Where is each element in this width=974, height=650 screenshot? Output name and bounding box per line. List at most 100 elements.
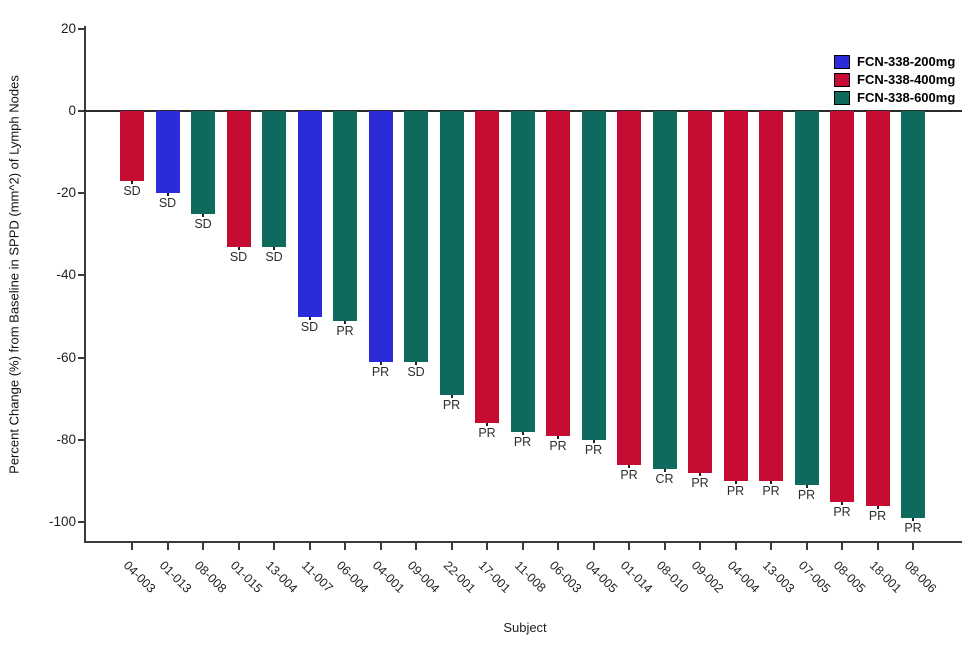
- bar-22-001: [439, 111, 464, 395]
- y-axis-title: Percent Change (%) from Baseline in SPPD…: [6, 75, 22, 474]
- y-tick-label: -100: [48, 514, 76, 529]
- bar-04-005: [581, 111, 606, 440]
- bar-04-003: [120, 111, 144, 181]
- x-tick: [912, 543, 914, 550]
- response-label: PR: [620, 467, 638, 482]
- bar-04-004: [723, 111, 748, 481]
- response-label: PR: [336, 323, 354, 338]
- y-tick: [78, 192, 84, 195]
- legend-label: FCN-338-200mg: [857, 54, 956, 69]
- x-tick: [237, 543, 240, 550]
- bar-11-007: [297, 111, 322, 317]
- bar-base-tick: [663, 468, 666, 472]
- bar-13-003: [759, 111, 783, 481]
- bar-08-006: [901, 111, 925, 518]
- legend-swatch: [834, 55, 850, 69]
- legend-label: FCN-338-400mg: [857, 72, 956, 87]
- bar-base-tick: [415, 361, 417, 365]
- legend-label: FCN-338-600mg: [857, 90, 956, 105]
- response-label: PR: [833, 504, 851, 519]
- y-tick-label: -20: [56, 185, 76, 201]
- response-label: CR: [655, 471, 674, 486]
- x-tick: [805, 543, 808, 550]
- y-tick-label: 20: [60, 20, 76, 36]
- y-tick-label: -80: [56, 431, 76, 447]
- x-tick-label: 01-014: [617, 558, 656, 596]
- x-tick: [166, 543, 169, 550]
- bar-base-tick: [202, 213, 204, 217]
- x-tick-label: 08-008: [191, 558, 230, 596]
- bar-18-001: [865, 111, 890, 506]
- bar-base-tick: [912, 517, 914, 521]
- y-tick: [78, 274, 84, 277]
- x-tick-label: 06-003: [546, 558, 585, 596]
- response-label: PR: [549, 438, 567, 453]
- x-tick: [876, 543, 879, 550]
- x-tick: [486, 543, 488, 550]
- response-label: SD: [229, 249, 248, 264]
- x-tick: [521, 543, 524, 550]
- x-tick: [841, 543, 843, 550]
- response-label: SD: [158, 196, 177, 211]
- bar-base-tick: [486, 423, 488, 427]
- x-tick-label: 04-001: [369, 558, 407, 596]
- bar-base-tick: [592, 439, 595, 443]
- response-label: PR: [762, 483, 780, 498]
- bar-base-tick: [308, 316, 311, 320]
- x-tick: [663, 543, 666, 550]
- response-label: PR: [371, 364, 390, 379]
- bar-06-004: [333, 111, 357, 321]
- y-tick: [78, 521, 84, 523]
- response-label: SD: [123, 183, 141, 198]
- x-tick: [379, 543, 382, 550]
- bar-base-tick: [770, 480, 772, 484]
- x-tick-label: 08-006: [901, 558, 940, 596]
- x-tick-label: 13-004: [262, 558, 301, 596]
- x-tick: [450, 543, 453, 550]
- bar-base-tick: [734, 480, 737, 484]
- x-tick-label: 11-008: [511, 558, 549, 596]
- bar-17-001: [475, 111, 499, 424]
- y-tick-label: -60: [56, 349, 76, 365]
- bar-11-008: [510, 111, 535, 432]
- response-label: SD: [194, 216, 212, 231]
- x-tick: [592, 543, 595, 550]
- bar-08-008: [191, 111, 215, 214]
- response-label: PR: [726, 483, 745, 498]
- x-tick: [557, 543, 559, 550]
- x-tick-label: 01-013: [156, 558, 194, 596]
- x-tick-label: 18-001: [866, 558, 904, 596]
- response-label: PR: [513, 434, 532, 449]
- bar-base-tick: [237, 246, 240, 250]
- bar-base-tick: [521, 431, 524, 435]
- legend-item: FCN-338-200mg: [834, 55, 955, 69]
- y-tick: [78, 356, 84, 359]
- x-tick: [273, 543, 275, 550]
- x-tick-label: 22-001: [440, 558, 478, 596]
- x-tick-label: 09-002: [688, 558, 727, 596]
- x-tick: [628, 543, 630, 550]
- bar-07-005: [794, 111, 819, 485]
- response-label: PR: [442, 397, 461, 412]
- bar-01-015: [226, 111, 251, 247]
- bar-base-tick: [628, 464, 630, 468]
- response-label: PR: [584, 442, 603, 457]
- bar-06-003: [546, 111, 570, 436]
- x-tick-label: 07-005: [795, 558, 833, 596]
- x-tick: [202, 543, 204, 550]
- bar-base-tick: [876, 505, 879, 509]
- bar-base-tick: [379, 361, 382, 365]
- x-tick-label: 08-010: [653, 558, 691, 596]
- bar-base-tick: [699, 472, 701, 476]
- x-tick-label: 09-004: [404, 558, 443, 596]
- legend: FCN-338-200mg FCN-338-400mg FCN-338-600mg: [834, 55, 955, 109]
- response-label: PR: [478, 426, 496, 441]
- bar-base-tick: [450, 394, 453, 398]
- response-label: SD: [407, 364, 425, 379]
- x-tick-label: 01-015: [227, 558, 265, 596]
- x-axis-spine: [84, 541, 962, 543]
- x-tick: [131, 543, 133, 550]
- bar-09-002: [688, 111, 712, 473]
- x-tick: [699, 543, 701, 550]
- bar-01-014: [617, 111, 641, 465]
